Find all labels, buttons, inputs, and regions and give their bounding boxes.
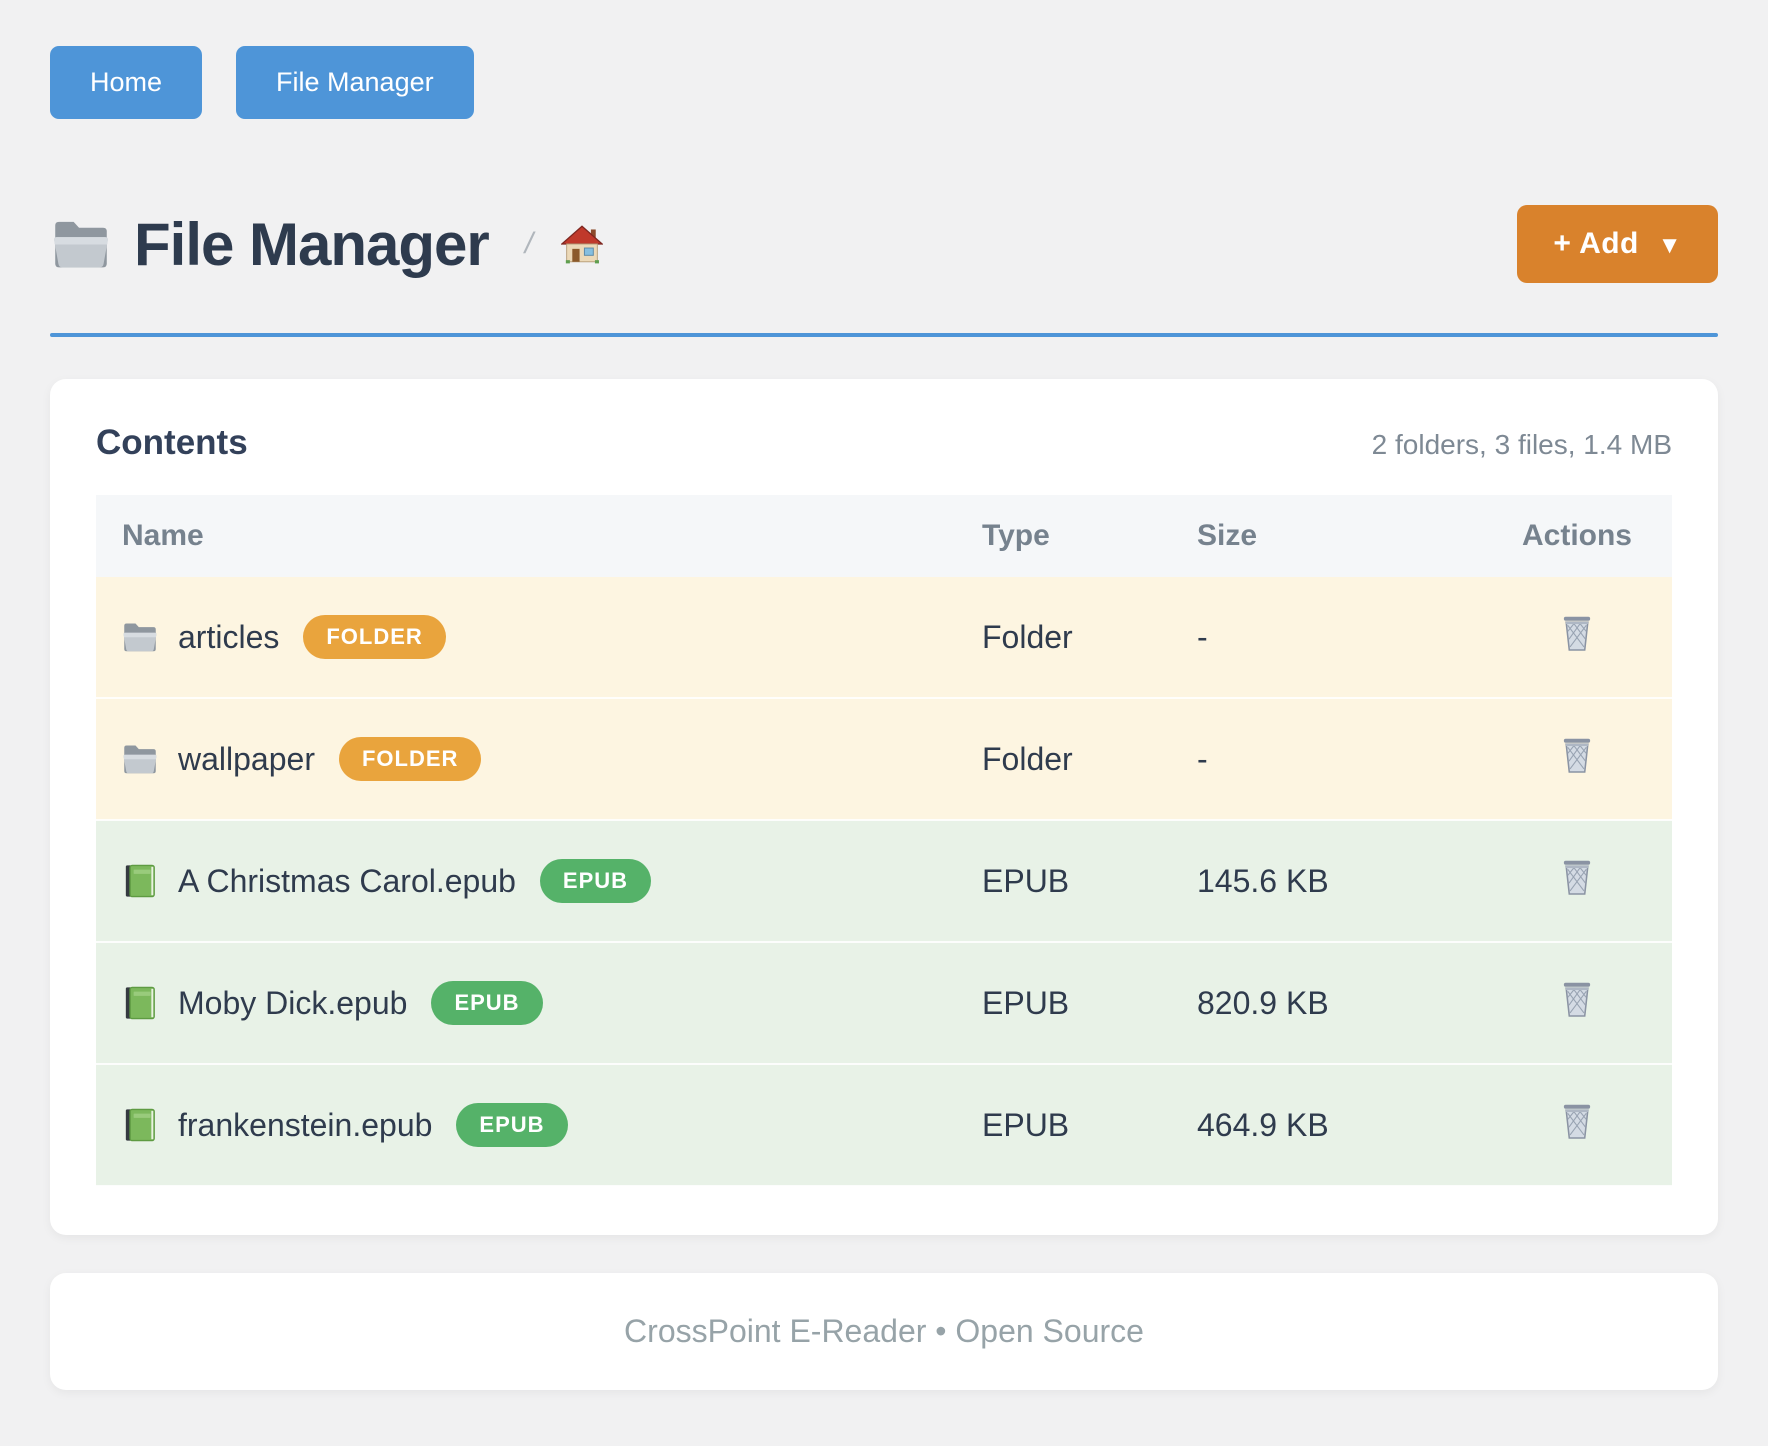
size-cell: 820.9 KB: [1197, 942, 1482, 1065]
type-cell: EPUB: [982, 820, 1197, 943]
footer-text: CrossPoint E-Reader • Open Source: [624, 1313, 1144, 1349]
column-header-name: Name: [96, 495, 982, 577]
contents-summary: 2 folders, 3 files, 1.4 MB: [1371, 429, 1672, 460]
file-manager-button[interactable]: File Manager: [236, 46, 474, 119]
trash-icon: [1560, 858, 1594, 896]
title-group: File Manager /: [50, 210, 604, 279]
delete-button[interactable]: [1560, 614, 1594, 652]
table-row: wallpaper FOLDER Folder -: [96, 698, 1672, 821]
size-cell: -: [1197, 698, 1482, 821]
footer: CrossPoint E-Reader • Open Source: [50, 1273, 1718, 1390]
file-name[interactable]: wallpaper: [178, 740, 315, 777]
type-cell: EPUB: [982, 942, 1197, 1065]
trash-icon: [1560, 1102, 1594, 1140]
type-badge: EPUB: [431, 981, 543, 1025]
add-button-label: + Add: [1553, 227, 1639, 260]
type-badge: EPUB: [539, 859, 652, 903]
column-header-type: Type: [982, 495, 1197, 577]
page-header: File Manager / + Add ▼: [50, 205, 1718, 283]
size-cell: 464.9 KB: [1197, 1064, 1482, 1187]
trash-icon: [1560, 614, 1594, 652]
delete-button[interactable]: [1560, 736, 1594, 774]
folder-icon: [122, 620, 158, 654]
delete-button[interactable]: [1560, 1102, 1594, 1140]
delete-button[interactable]: [1560, 980, 1594, 1018]
home-icon[interactable]: [561, 224, 604, 264]
size-cell: -: [1197, 577, 1482, 699]
table-row: A Christmas Carol.epub EPUB EPUB 145.6 K…: [96, 820, 1672, 943]
file-name[interactable]: articles: [178, 618, 280, 655]
page-title: File Manager: [134, 210, 490, 278]
top-nav: Home File Manager: [50, 46, 1718, 119]
book-icon: [122, 864, 158, 898]
type-cell: EPUB: [982, 1064, 1197, 1187]
type-badge: FOLDER: [303, 615, 446, 659]
folder-icon: [122, 742, 158, 776]
trash-icon: [1560, 736, 1594, 774]
book-icon: [122, 1108, 158, 1142]
file-name[interactable]: frankenstein.epub: [178, 1106, 433, 1143]
table-row: articles FOLDER Folder -: [96, 577, 1672, 699]
type-cell: Folder: [982, 577, 1197, 699]
contents-card-header: Contents 2 folders, 3 files, 1.4 MB: [96, 423, 1672, 463]
size-cell: 145.6 KB: [1197, 820, 1482, 943]
type-cell: Folder: [982, 698, 1197, 821]
folder-icon: [50, 217, 112, 271]
home-button[interactable]: Home: [50, 46, 203, 119]
add-button[interactable]: + Add ▼: [1517, 205, 1718, 283]
type-badge: FOLDER: [338, 737, 482, 781]
delete-button[interactable]: [1560, 858, 1594, 896]
file-name[interactable]: A Christmas Carol.epub: [178, 862, 516, 899]
header-divider: [50, 333, 1718, 337]
table-header-row: Name Type Size Actions: [96, 495, 1672, 577]
column-header-size: Size: [1197, 495, 1482, 577]
table-row: Moby Dick.epub EPUB EPUB 820.9 KB: [96, 942, 1672, 1065]
column-header-actions: Actions: [1482, 495, 1672, 577]
trash-icon: [1560, 980, 1594, 1018]
contents-card: Contents 2 folders, 3 files, 1.4 MB Name…: [50, 379, 1718, 1235]
chevron-down-icon: ▼: [1657, 232, 1682, 259]
contents-title: Contents: [96, 423, 248, 462]
file-table: Name Type Size Actions articles FOLDER F…: [96, 495, 1672, 1187]
type-badge: EPUB: [456, 1103, 568, 1147]
breadcrumb-separator: /: [524, 227, 534, 260]
book-icon: [122, 986, 158, 1020]
file-name[interactable]: Moby Dick.epub: [178, 984, 408, 1021]
table-row: frankenstein.epub EPUB EPUB 464.9 KB: [96, 1064, 1672, 1187]
